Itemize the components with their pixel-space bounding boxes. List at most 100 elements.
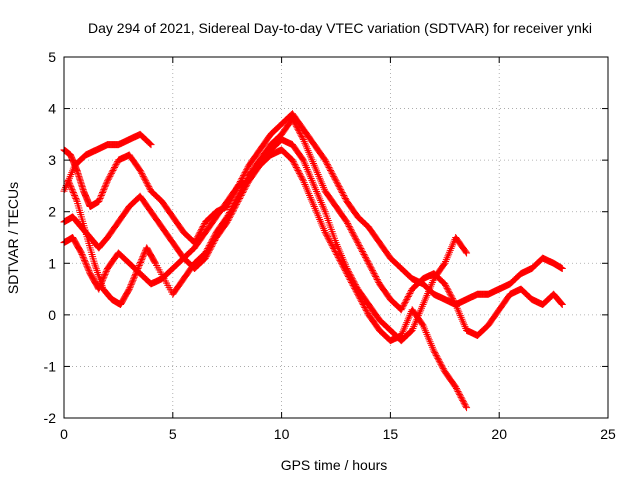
data-point [106,172,114,180]
data-point [100,186,108,194]
data-point [139,172,147,180]
data-point [400,301,408,309]
data-point [135,261,143,269]
data-point [130,275,138,283]
data-point [290,118,298,126]
data-point [361,303,369,311]
data-point [143,180,151,188]
data-point [67,183,75,191]
data-point [129,276,137,284]
data-point [130,273,138,281]
data-point [323,231,331,239]
data-point [327,166,335,174]
x-tick-label: 25 [600,426,616,442]
data-point [442,283,450,291]
data-point [442,281,450,289]
data-point [140,174,148,182]
data-point [463,404,471,412]
data-point [82,259,90,267]
data-point [105,174,113,182]
data-point [83,262,91,270]
data-point [70,190,78,198]
data-point [456,392,464,400]
data-point [97,193,105,201]
data-point [401,298,409,306]
data-point [359,249,367,257]
data-point [324,162,332,170]
data-point [451,299,459,307]
data-point [137,168,145,176]
data-point [84,264,92,272]
data-point [242,167,250,175]
data-point [200,221,208,229]
data-point [455,389,463,397]
data-point [372,274,380,282]
data-point [79,253,87,261]
data-point [457,393,465,401]
data-point [360,250,368,258]
data-point [131,270,139,278]
data-point [243,166,251,174]
data-point [107,169,115,177]
data-point [142,178,150,186]
data-point [96,194,104,202]
data-point [297,172,305,180]
data-point [126,284,134,292]
data-point [331,175,339,183]
data-point [67,184,75,192]
data-point [369,267,377,275]
data-point [355,242,363,250]
data-point [140,251,148,259]
data-point [340,192,348,200]
data-point [198,224,206,232]
data-points [60,110,566,412]
data-point [351,234,359,242]
data-point [77,249,85,257]
data-point [321,228,329,236]
data-point [348,227,356,235]
data-point [135,263,143,271]
data-point [127,281,135,289]
data-point [459,398,467,406]
series-track-2 [60,110,566,309]
data-point [357,245,365,253]
data-point [445,289,453,297]
data-point [452,383,460,391]
data-point [407,288,415,296]
data-point [72,196,80,204]
data-point [297,131,305,139]
data-point [112,161,120,169]
data-point [349,230,357,238]
data-point [355,240,363,248]
data-point [107,171,115,179]
y-tick-label: -1 [44,358,57,374]
data-point [330,174,338,182]
y-tick-label: -2 [44,410,57,426]
data-point [81,256,89,264]
data-point [346,224,354,232]
data-point [441,280,449,288]
series-track-4 [60,146,471,412]
data-point [354,239,362,247]
data-point [139,253,147,261]
data-point [111,164,119,172]
y-tick-label: 4 [48,101,56,117]
data-point [128,279,136,287]
data-point [108,168,116,176]
data-point [418,320,426,328]
grid-layer [64,57,608,418]
data-point [137,257,145,265]
data-point [79,252,87,260]
data-point [352,236,360,244]
data-point [326,237,334,245]
data-point [341,193,349,201]
data-point [448,293,456,301]
data-point [372,273,380,281]
data-point [350,231,358,239]
data-point [321,156,329,164]
data-point [292,164,300,172]
data-point [365,259,373,267]
data-point [138,171,146,179]
data-point [136,259,144,267]
